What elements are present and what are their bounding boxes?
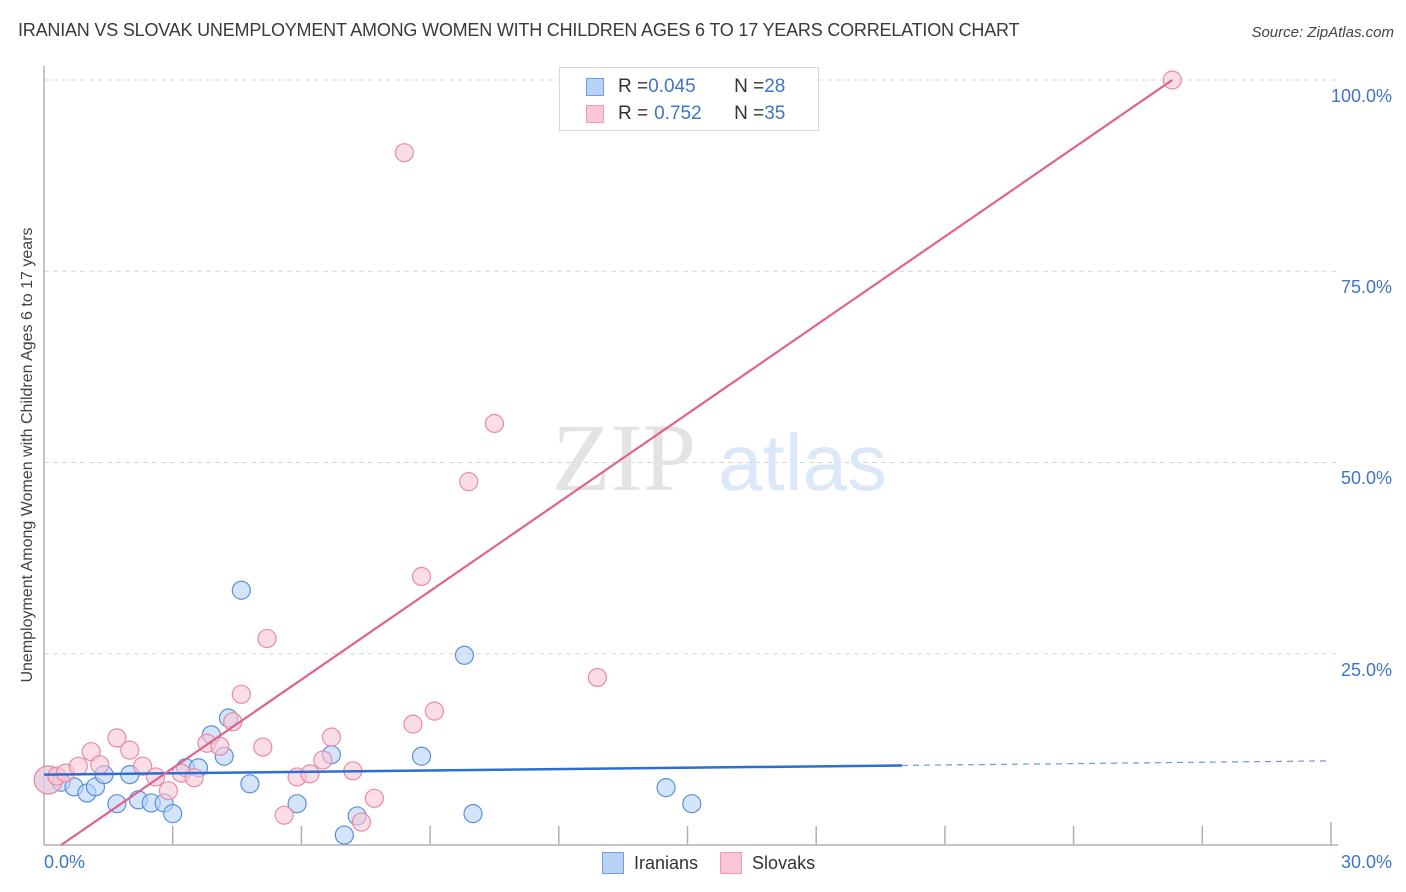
n-value: 28: [764, 76, 786, 97]
legend-row-iranians: R = 0.045 N = 28: [586, 75, 785, 99]
data-point: [120, 740, 140, 760]
x-tick-30: 30.0%: [1340, 852, 1392, 872]
n-label: N =: [734, 76, 765, 97]
data-point: [454, 645, 475, 665]
r-value: 0.045: [648, 76, 696, 97]
data-point: [364, 788, 384, 808]
data-point: [231, 684, 251, 704]
data-point: [484, 413, 505, 434]
data-point: [334, 825, 354, 845]
data-point: [107, 794, 127, 814]
trend-lines: [43, 79, 1332, 846]
slovaks-trend-line: [60, 79, 1173, 846]
data-point: [184, 768, 204, 788]
data-point: [90, 755, 110, 775]
iranians-trend-line: [43, 764, 903, 776]
data-point: [424, 701, 444, 721]
iranians-swatch: [602, 852, 624, 874]
watermark-atlas: atlas: [718, 418, 887, 507]
data-point: [463, 804, 483, 824]
data-point: [682, 794, 702, 814]
data-point: [210, 736, 230, 756]
data-point: [587, 667, 608, 688]
data-point: [287, 794, 307, 814]
data-point: [403, 714, 423, 734]
r-label: R =: [618, 103, 649, 124]
data-point: [240, 774, 260, 794]
iranians-swatch: [586, 78, 604, 96]
series-legend: Iranians Slovaks: [602, 852, 837, 874]
legend-label-slovaks: Slovaks: [752, 852, 816, 873]
data-point: [411, 746, 432, 766]
data-point: [107, 728, 127, 748]
data-point: [351, 812, 372, 832]
gridlines: [44, 79, 1338, 655]
data-point: [68, 756, 88, 776]
y-tick-50: 50.0%: [1340, 468, 1392, 488]
data-point: [231, 580, 251, 600]
iranians-trend-extension: [901, 760, 1332, 767]
data-point: [321, 727, 342, 747]
y-tick-75: 75.0%: [1340, 277, 1392, 297]
data-point: [274, 805, 294, 825]
data-point: [257, 628, 277, 649]
watermark: ZIP atlas: [552, 404, 887, 511]
y-tick-25: 25.0%: [1340, 660, 1392, 680]
x-tick-0: 0.0%: [44, 852, 86, 872]
y-tick-100: 100.0%: [1330, 86, 1392, 106]
legend-item-iranians[interactable]: Iranians: [602, 852, 698, 874]
y-axis-label: Unemployment Among Women with Children A…: [19, 227, 36, 683]
r-label: R =: [618, 76, 649, 97]
r-value: 0.752: [654, 103, 702, 124]
chart-title: IRANIAN VS SLOVAK UNEMPLOYMENT AMONG WOM…: [18, 20, 1020, 40]
slovaks-points: [33, 70, 1182, 832]
data-point: [158, 781, 179, 801]
data-point: [411, 566, 432, 587]
slovaks-swatch: [720, 852, 743, 874]
data-point: [656, 778, 676, 798]
source-credit: Source: ZipAtlas.com: [1251, 24, 1394, 41]
correlation-legend: R = 0.045 N = 28 R = 0.752 N = 35: [559, 67, 819, 131]
slovaks-swatch: [586, 105, 604, 123]
data-point: [163, 804, 183, 824]
data-point: [253, 737, 273, 757]
n-value: 35: [764, 103, 786, 124]
data-point: [394, 143, 414, 163]
data-point: [313, 750, 333, 770]
legend-item-slovaks[interactable]: Slovaks: [720, 852, 815, 874]
legend-label-iranians: Iranians: [634, 852, 699, 873]
data-point: [133, 756, 153, 776]
axes: [43, 66, 1338, 846]
n-label: N =: [734, 103, 765, 124]
data-point: [459, 472, 479, 492]
legend-row-slovaks: R = 0.752 N = 35: [586, 102, 785, 126]
iranians-points: [33, 580, 702, 845]
data-point: [300, 764, 320, 784]
